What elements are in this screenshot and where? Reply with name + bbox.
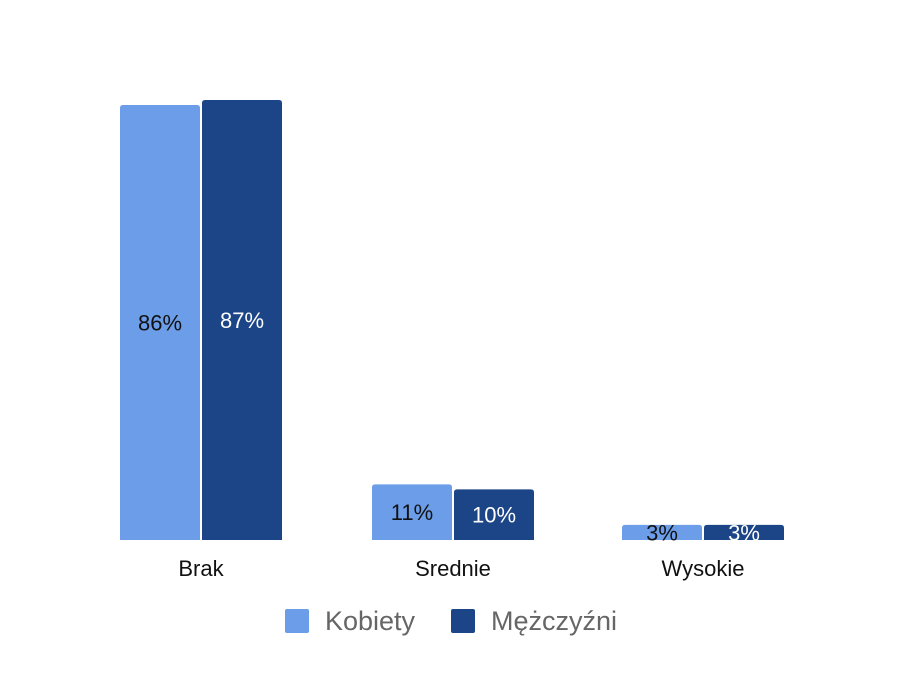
value-label-mezczyzni-wysokie: 3% (728, 520, 760, 545)
legend-label-mezczyzni: Mężczyźni (491, 606, 617, 636)
value-label-mezczyzni-srednie: 10% (472, 503, 516, 528)
legend-item-mezczyzni[interactable]: Mężczyźni (451, 606, 617, 636)
bar-mezczyzni-srednie (454, 489, 534, 540)
bar-kobiety-brak (120, 105, 200, 541)
category-label-srednie: Srednie (415, 556, 491, 581)
legend-item-kobiety[interactable]: Kobiety (285, 606, 416, 636)
bar-kobiety-wysokie (622, 524, 702, 540)
legend-label-kobiety: Kobiety (325, 606, 416, 636)
value-label-kobiety-srednie: 11% (391, 500, 433, 525)
legend-swatch-mezczyzni (451, 609, 475, 633)
legend[interactable]: Kobiety Mężczyźni (285, 606, 617, 636)
bars-layer (120, 100, 784, 541)
bar-mezczyzni-brak (202, 100, 282, 540)
value-label-mezczyzni-brak: 87% (220, 308, 264, 333)
legend-swatch-kobiety (285, 609, 309, 633)
category-labels-layer: Brak Srednie Wysokie (178, 556, 744, 581)
bar-mezczyzni-wysokie (704, 524, 784, 540)
category-label-wysokie: Wysokie (662, 556, 745, 581)
value-label-kobiety-wysokie: 3% (646, 520, 678, 545)
value-labels-layer: 86% 87% 11% 10% 3% 3% (138, 308, 760, 545)
category-label-brak: Brak (178, 556, 224, 581)
bar-kobiety-srednie (372, 484, 452, 540)
value-label-kobiety-brak: 86% (138, 311, 182, 336)
